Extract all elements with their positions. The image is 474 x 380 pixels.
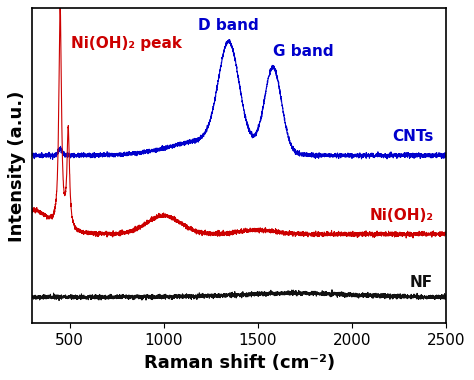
- Text: G band: G band: [273, 44, 334, 59]
- Y-axis label: Intensity (a.u.): Intensity (a.u.): [9, 90, 27, 242]
- Text: D band: D band: [199, 18, 259, 33]
- Text: Ni(OH)₂ peak: Ni(OH)₂ peak: [72, 36, 182, 51]
- Text: CNTs: CNTs: [392, 130, 433, 144]
- Text: Ni(OH)₂: Ni(OH)₂: [369, 208, 433, 223]
- Text: NF: NF: [410, 275, 433, 290]
- X-axis label: Raman shift (cm⁻²): Raman shift (cm⁻²): [144, 354, 335, 372]
